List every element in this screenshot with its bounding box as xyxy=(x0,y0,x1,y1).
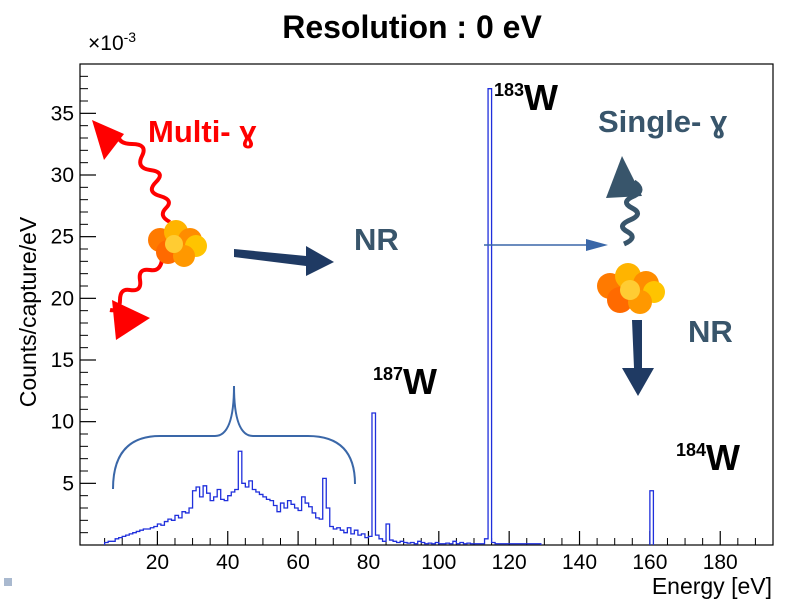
nucleus-right-icon xyxy=(597,263,665,314)
x-tick-label: 140 xyxy=(562,551,597,574)
isotope-184W-label: 184W xyxy=(676,437,740,478)
y-tick-label: 30 xyxy=(51,164,74,187)
single-gamma-illustration xyxy=(597,156,665,396)
recoil-arrow-right-icon xyxy=(234,246,334,276)
y-tick-label: 5 xyxy=(62,472,74,495)
isotope-187W-label: 187W xyxy=(373,361,437,402)
y-multiplier: ×10-3 xyxy=(88,29,136,55)
arrow-up-single-icon xyxy=(606,156,642,198)
arrow-up-left-icon xyxy=(92,120,124,160)
x-tick-label: 120 xyxy=(492,551,527,574)
connector-arrow-head-icon xyxy=(586,239,608,251)
nr-left-label: NR xyxy=(354,222,399,257)
multi-gamma-illustration xyxy=(92,120,334,340)
x-tick-label: 100 xyxy=(421,551,456,574)
plot-frame xyxy=(79,63,774,546)
y-tick-label: 35 xyxy=(51,102,74,125)
nr-right-label: NR xyxy=(688,314,733,349)
histogram-series-line xyxy=(103,88,542,545)
y-tick-label: 20 xyxy=(51,287,74,310)
y-multiplier-exponent: -3 xyxy=(124,29,137,45)
y-tick-label: 10 xyxy=(51,411,74,434)
curly-brace-annotation xyxy=(112,385,356,490)
isotope-184W-mass: 184 xyxy=(676,440,706,460)
multi-gamma-label: Multi- ɣ xyxy=(148,114,257,149)
isotope-187W-mass: 187 xyxy=(373,364,403,384)
arrow-down-left-icon xyxy=(112,300,150,340)
wavy-gamma-down-icon xyxy=(109,259,164,313)
x-axis-label: Energy [eV] xyxy=(652,573,772,599)
nucleus-left-icon xyxy=(148,220,207,267)
y-tick-label: 25 xyxy=(51,226,74,249)
single-gamma-label: Single- ɣ xyxy=(598,104,728,139)
chart-title: Resolution : 0 eV xyxy=(282,9,542,45)
x-tick-label: 60 xyxy=(286,551,309,574)
isotope-184W-symbol: W xyxy=(706,437,740,478)
wavy-gamma-up-icon xyxy=(116,133,171,224)
x-tick-label: 20 xyxy=(146,551,169,574)
y-tick-label: 15 xyxy=(51,349,74,372)
isotope-183W-label: 183W xyxy=(494,77,558,118)
isotope-187W-symbol: W xyxy=(403,361,437,402)
x-tick-label: 180 xyxy=(703,551,738,574)
spike-184W-bar xyxy=(649,490,655,545)
y-axis-label: Counts/capture/eV xyxy=(15,216,41,407)
isotope-183W-mass: 183 xyxy=(494,80,524,100)
recoil-arrow-down-icon xyxy=(622,320,654,396)
corner-marker xyxy=(4,578,12,586)
x-tick-label: 160 xyxy=(632,551,667,574)
isotope-183W-symbol: W xyxy=(524,77,558,118)
y-axis-ticks: 5 10 15 20 25 30 35 xyxy=(51,75,96,534)
x-tick-label: 80 xyxy=(357,551,380,574)
x-tick-label: 40 xyxy=(216,551,239,574)
x-axis-ticks: 20 40 60 80 100 120 140 160 180 xyxy=(104,531,756,574)
